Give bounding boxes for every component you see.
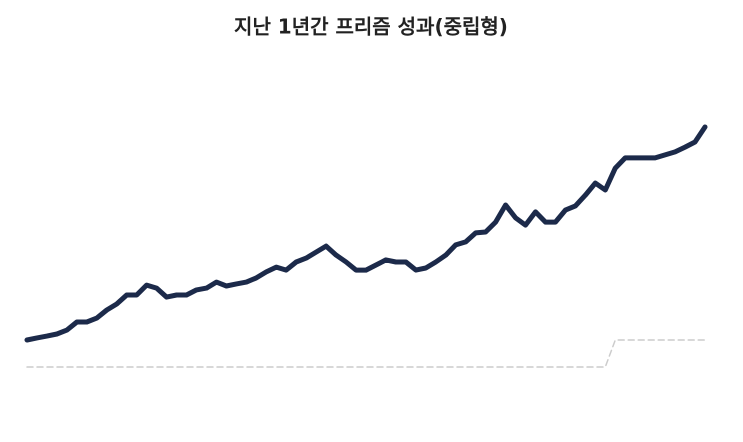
chart-title: 지난 1년간 프리즘 성과(중립형) (234, 15, 508, 39)
performance-line (24, 124, 708, 343)
benchmark-line (26, 339, 706, 368)
